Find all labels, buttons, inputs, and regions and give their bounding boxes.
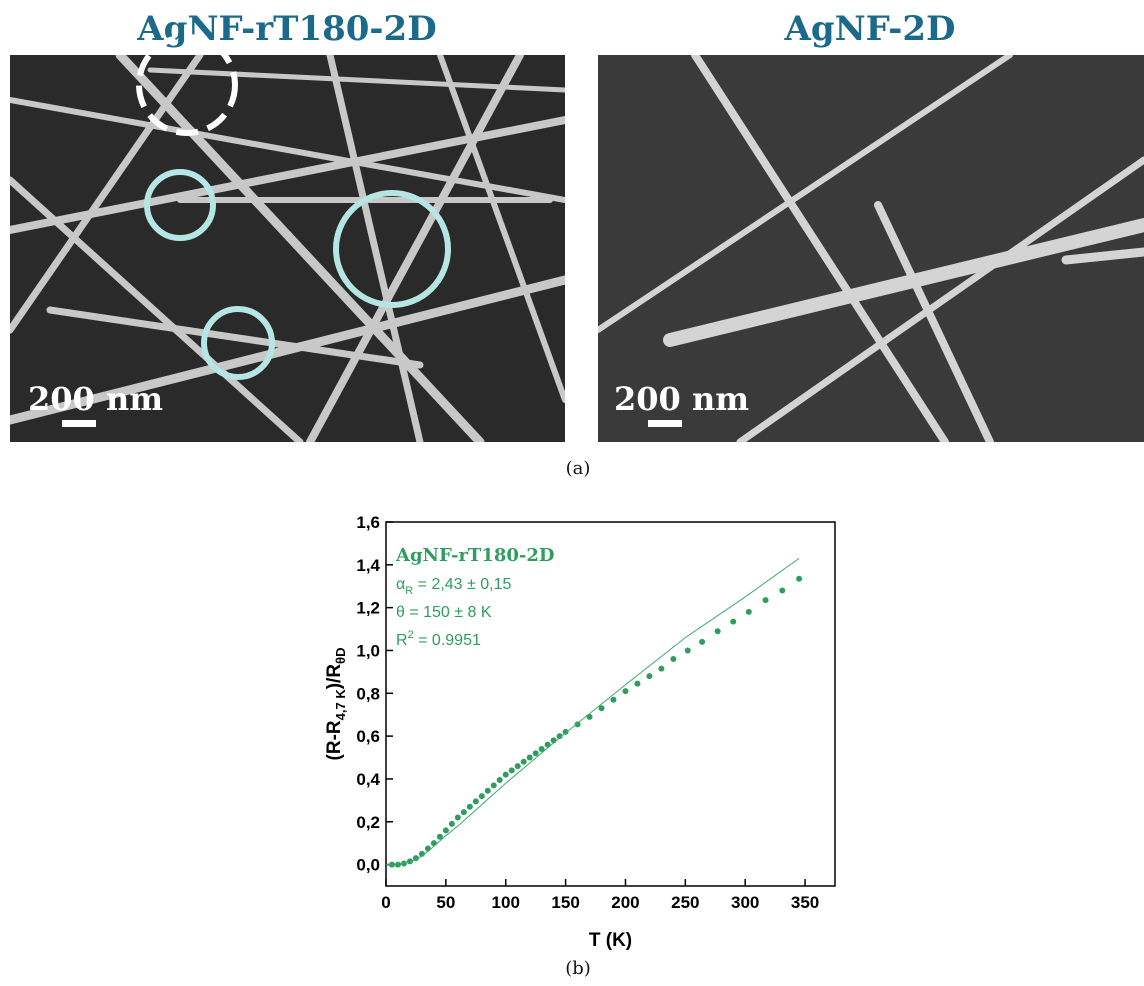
- data-point: [634, 680, 641, 687]
- chart: 0,0 0,2 0,4 0,6 0,8 1,0 1,2 1,4 1,6 0 50 100 150 200 2…: [324, 513, 836, 951]
- data-point: [442, 827, 449, 834]
- scale-label: 200 nm: [28, 380, 163, 418]
- data-point: [556, 733, 563, 740]
- y-tick-label: 1,4: [356, 556, 380, 575]
- data-point: [460, 809, 467, 816]
- data-point: [466, 803, 473, 810]
- data-point: [490, 782, 497, 789]
- y-axis-label-part: (R-R: [324, 720, 345, 760]
- data-point: [436, 833, 443, 840]
- x-tick-label: 50: [436, 893, 455, 912]
- y-tick-label: 1,0: [356, 641, 380, 660]
- caption: (b): [565, 958, 591, 979]
- y-axis-label-part: θD: [333, 648, 348, 664]
- sem-image: [598, 55, 1144, 442]
- y-axis-label-part: )/R: [324, 664, 345, 690]
- x-tick-label: 150: [551, 893, 579, 912]
- data-point: [532, 750, 539, 757]
- data-point: [526, 754, 533, 761]
- y-tick-label: 0,2: [356, 813, 380, 832]
- y-tick-label: 1,6: [356, 513, 380, 532]
- data-point: [745, 608, 752, 615]
- y-tick-label: 0,6: [356, 727, 380, 746]
- data-point: [394, 861, 401, 868]
- data-point: [484, 787, 491, 794]
- annotation-part: α: [396, 576, 405, 593]
- caption: (a): [566, 458, 591, 479]
- annotation-part: R: [396, 632, 408, 649]
- plot-frame: [385, 521, 836, 887]
- y-tick-label: 1,2: [356, 599, 380, 618]
- y-tick-label: 0,0: [356, 856, 380, 875]
- data-point: [520, 758, 527, 765]
- data-point: [562, 728, 569, 735]
- data-point: [538, 745, 545, 752]
- annotation-title: AgNF-rT180-2D: [395, 545, 555, 566]
- data-point: [514, 763, 521, 770]
- data-point: [508, 767, 515, 774]
- data-point: [762, 597, 769, 604]
- data-point: [472, 798, 479, 805]
- annotation-part: = 0.9951: [414, 632, 481, 649]
- data-point: [730, 618, 737, 625]
- x-axis-label: T (K): [589, 930, 632, 951]
- x-tick-label: 350: [791, 893, 819, 912]
- scale-label: 200 nm: [614, 380, 749, 418]
- annotation: αR = 2,43 ± 0,15: [396, 576, 511, 597]
- data-point: [622, 688, 629, 695]
- annotation: R2 = 0.9951: [396, 629, 481, 649]
- x-tick-label: 100: [492, 893, 520, 912]
- data-point: [430, 840, 437, 847]
- y-axis-label: (R-R4,7 K)/RθD: [324, 648, 348, 761]
- data-point: [779, 587, 786, 594]
- data-point: [454, 814, 461, 821]
- data-point: [448, 820, 455, 827]
- data-point: [684, 647, 691, 654]
- annotation-part: = 2,43 ± 0,15: [413, 576, 511, 593]
- panel-title: AgNF-rT180-2D: [136, 9, 436, 49]
- x-tick-label: 300: [731, 893, 759, 912]
- annotation-part: 2: [408, 629, 414, 641]
- annotation-part: R: [405, 585, 413, 597]
- x-tick-label: 200: [611, 893, 639, 912]
- data-point: [796, 575, 803, 582]
- sem-image: [10, 34, 565, 442]
- data-point: [610, 696, 617, 703]
- data-point: [658, 665, 665, 672]
- data-point: [598, 705, 605, 712]
- data-point: [400, 860, 407, 867]
- y-tick-label: 0,8: [356, 684, 380, 703]
- annotation-part: θ = 150 ± 8 K: [396, 604, 492, 621]
- fit-line: [385, 557, 800, 866]
- x-tick-label: 0: [381, 893, 390, 912]
- y-tick-label: 0,4: [356, 770, 380, 789]
- data-point: [574, 721, 581, 728]
- data-point: [714, 628, 721, 635]
- panel-title: AgNF-2D: [783, 9, 955, 49]
- annotation: θ = 150 ± 8 K: [396, 604, 492, 621]
- x-tick-label: 250: [671, 893, 699, 912]
- data-point: [496, 777, 503, 784]
- data-point: [699, 638, 706, 645]
- data-point: [646, 673, 653, 680]
- y-axis-label-part: 4,7 K: [333, 689, 348, 721]
- data-point: [502, 771, 509, 778]
- data-point: [388, 861, 395, 868]
- data-point: [478, 793, 485, 800]
- data-point: [670, 656, 677, 663]
